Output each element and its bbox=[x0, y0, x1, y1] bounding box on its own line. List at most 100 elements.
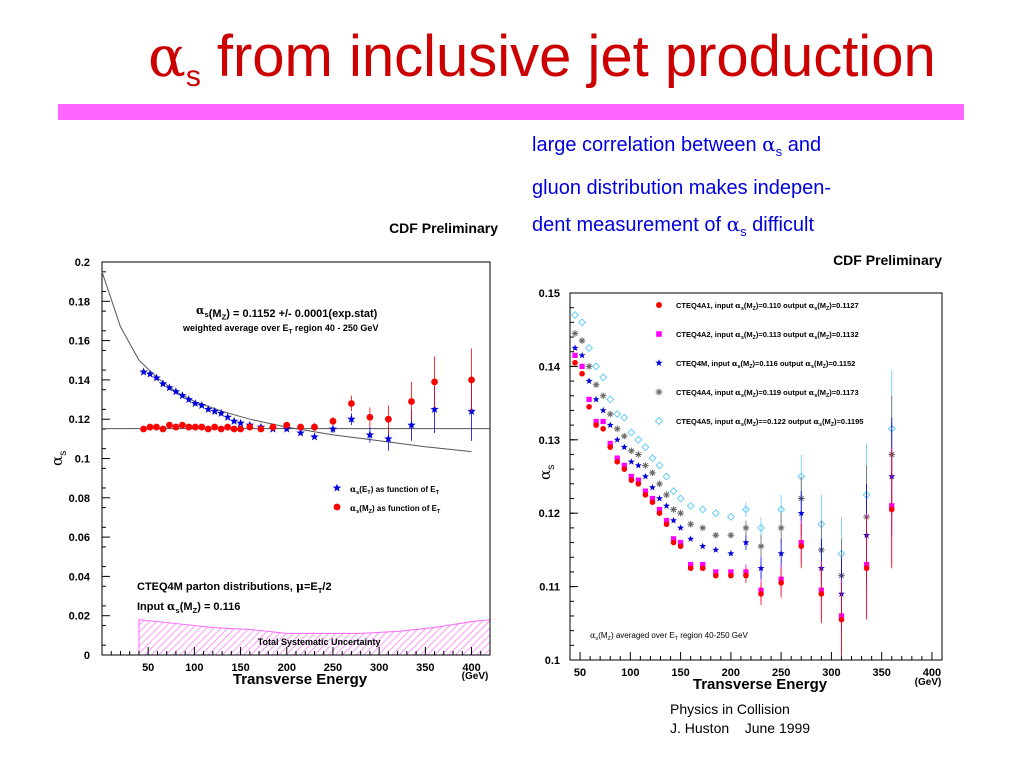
slide-credit: Physics in Collision J. Huston June 1999 bbox=[670, 700, 810, 738]
data-point-asterisk bbox=[687, 520, 694, 528]
data-point-circle bbox=[311, 423, 318, 431]
data-point-star bbox=[742, 538, 750, 546]
data-point-asterisk bbox=[777, 524, 785, 532]
data-point-star bbox=[627, 458, 635, 465]
data-point-star bbox=[310, 432, 319, 441]
band-label: Total Systematic Uncertainty bbox=[258, 637, 381, 647]
note-line-2: gluon distribution makes indepen- bbox=[532, 177, 832, 199]
data-point-star bbox=[687, 535, 695, 542]
left-x-tick-label: 350 bbox=[416, 662, 434, 674]
left-annotation-sub: weighted average over ET region 40 - 250… bbox=[182, 323, 378, 335]
data-point-circle bbox=[628, 477, 635, 483]
data-point-star bbox=[620, 443, 628, 451]
data-point-square bbox=[586, 396, 592, 403]
data-point-star bbox=[139, 367, 148, 376]
data-point-asterisk bbox=[712, 531, 720, 539]
data-point-circle bbox=[468, 376, 475, 384]
left-x-tick-label: 300 bbox=[370, 662, 388, 674]
data-point-star bbox=[599, 406, 607, 414]
data-point-star bbox=[634, 461, 642, 469]
note-line-3: dent measurement of αs difficult bbox=[532, 206, 962, 250]
data-point-circle bbox=[572, 359, 578, 366]
systematic-uncertainty-band bbox=[138, 619, 491, 656]
data-point-circle bbox=[191, 423, 199, 431]
data-point-circle bbox=[687, 565, 694, 572]
left-y-tick-label: 0.12 bbox=[69, 414, 90, 426]
data-point-star bbox=[677, 524, 684, 531]
data-point-star bbox=[585, 377, 593, 384]
right-x-tick-label: 250 bbox=[772, 667, 790, 679]
data-point-asterisk bbox=[663, 491, 670, 499]
data-point-circle bbox=[230, 425, 238, 433]
data-point-diamond bbox=[757, 523, 766, 532]
legend-circle-marker bbox=[333, 503, 341, 511]
left-annotation-main: αs(MZ) = 0.1152 +/- 0.0001(exp.stat) bbox=[196, 304, 378, 322]
data-point-circle bbox=[146, 423, 154, 431]
data-point-diamond bbox=[711, 509, 720, 518]
right-x-tick-label: 100 bbox=[621, 667, 639, 679]
right-y-tick-label: 0.15 bbox=[539, 288, 560, 300]
data-point-star bbox=[210, 406, 219, 415]
data-point-diamond bbox=[676, 494, 685, 503]
data-point-star bbox=[571, 344, 579, 351]
note-alpha-sub: s bbox=[775, 144, 783, 159]
data-point-asterisk bbox=[613, 425, 621, 433]
data-point-star bbox=[642, 472, 649, 480]
data-point-circle bbox=[600, 425, 606, 432]
left-y-axis-label: αs bbox=[48, 451, 69, 466]
left-chart-header: CDF Preliminary bbox=[389, 220, 498, 236]
data-point-circle bbox=[269, 423, 277, 431]
left-x-axis-label: Transverse Energy bbox=[233, 671, 368, 688]
data-point-circle bbox=[384, 415, 392, 423]
data-point-diamond bbox=[592, 362, 601, 371]
data-point-circle bbox=[607, 444, 614, 450]
data-point-star bbox=[592, 395, 600, 403]
data-point-asterisk bbox=[656, 480, 663, 488]
left-y-tick-label: 0.14 bbox=[69, 375, 91, 387]
data-point-asterisk bbox=[757, 542, 765, 550]
legend-label-alphas-mz: αs(MZ) as function of ET bbox=[350, 503, 441, 515]
data-point-square bbox=[607, 440, 613, 447]
title-alpha-symbol: α bbox=[148, 25, 186, 90]
right-x-tick-label: 400 bbox=[923, 667, 941, 679]
data-point-asterisk bbox=[635, 451, 642, 458]
legend-marker-4 bbox=[654, 416, 664, 426]
data-point-circle bbox=[185, 423, 193, 431]
data-point-star bbox=[670, 516, 677, 524]
correlation-note: large correlation between αs and gluon d… bbox=[532, 126, 962, 250]
data-point-star bbox=[663, 502, 670, 509]
data-point-circle bbox=[224, 423, 232, 431]
right-series-0 bbox=[572, 359, 895, 657]
right-annotation: αs(MZ) averaged over ET region 40-250 Ge… bbox=[590, 631, 748, 642]
title-subscript: s bbox=[185, 60, 201, 93]
data-point-diamond bbox=[669, 487, 678, 496]
right-plot-frame bbox=[569, 292, 943, 661]
data-point-square bbox=[635, 477, 642, 483]
data-point-star bbox=[165, 383, 174, 392]
data-point-square bbox=[663, 517, 670, 524]
note-alpha-symbol-2: α bbox=[726, 212, 741, 236]
left-y-tick-label: 0.2 bbox=[75, 257, 90, 269]
right-x-tick-label: 200 bbox=[722, 667, 740, 679]
right-chart-header: CDF Preliminary bbox=[833, 252, 942, 268]
right-y-tick-label: 0.11 bbox=[539, 582, 560, 594]
legend-marker-0 bbox=[656, 302, 662, 308]
data-point-star bbox=[197, 401, 206, 409]
data-point-square bbox=[688, 561, 694, 568]
right-x-unit: (GeV) bbox=[915, 677, 942, 688]
left-y-tick-label: 0.16 bbox=[69, 336, 90, 348]
data-point-star bbox=[191, 399, 200, 407]
data-point-circle bbox=[166, 421, 173, 429]
data-point-asterisk bbox=[649, 469, 656, 477]
data-point-diamond bbox=[726, 512, 735, 521]
legend-label-4: CTEQ4A5, input αs(MZ)==0.122 output αs(M… bbox=[676, 417, 863, 428]
legend-label-0: CTEQ4A1, input αs(MZ)=0.110 output αs(MZ… bbox=[676, 301, 859, 312]
data-point-circle bbox=[593, 422, 599, 428]
data-point-asterisk bbox=[592, 381, 600, 389]
data-point-diamond bbox=[571, 311, 580, 320]
data-point-star bbox=[158, 379, 168, 388]
data-point-asterisk bbox=[599, 392, 607, 400]
data-point-square bbox=[628, 473, 634, 480]
data-point-square bbox=[593, 418, 599, 425]
